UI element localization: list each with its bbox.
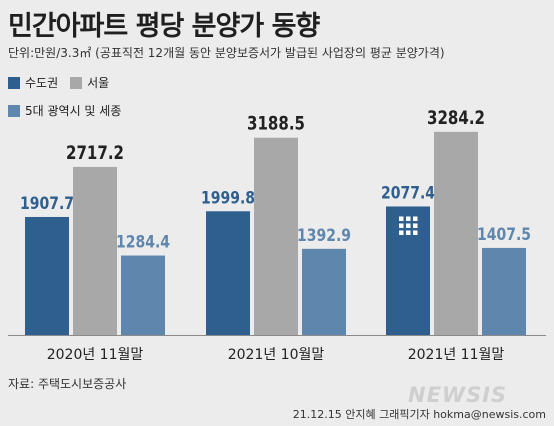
value-label-seoul-2020-11: 2717.2	[66, 142, 124, 164]
value-label-metro-2020-11: 1284.4	[116, 233, 170, 253]
building-icon-window	[413, 216, 418, 221]
credit-line: 21.12.15 안지혜 그래픽기자 hokma@newsis.com	[292, 408, 546, 421]
legend-item-metro: 5대 광역시 및 세종	[8, 102, 121, 119]
legend-item-seoul: 서울	[70, 74, 109, 91]
value-label-metro-2021-10: 1392.9	[297, 226, 351, 246]
building-icon-window	[413, 223, 418, 228]
value-label-seoul-2021-11: 3284.2	[427, 107, 485, 129]
chart-title: 민간아파트 평당 분양가 동향	[8, 11, 320, 42]
value-label-capital-2021-10: 1999.8	[201, 188, 255, 208]
legend-row-1: 수도권 서울	[8, 74, 121, 91]
unit-note: 단위:만원/3.3㎡ (공표직전 12개월 동안 분양보증서가 발급된 사업장의…	[8, 46, 445, 60]
newsis-watermark: NEWSIS	[408, 383, 508, 407]
building-icon	[399, 216, 418, 235]
category-label-2021-11: 2021년 11월말	[408, 347, 505, 363]
source-note: 자료: 주택도시보증공사	[8, 377, 127, 391]
bar-seoul-2020-11	[73, 166, 117, 335]
building-icon-window	[399, 223, 404, 228]
value-label-seoul-2021-10: 3188.5	[247, 113, 305, 135]
building-icon-window	[399, 216, 404, 221]
value-label-capital-2021-11: 2077.4	[381, 183, 435, 203]
value-label-metro-2021-11: 1407.5	[477, 225, 531, 245]
legend-item-capital: 수도권	[8, 74, 58, 91]
legend-swatch-seoul	[70, 76, 83, 89]
building-icon-window	[413, 230, 418, 235]
legend-row-2: 5대 광역시 및 세종	[8, 102, 133, 119]
bar-metro-2021-10	[302, 248, 346, 335]
building-icon-window	[406, 216, 411, 221]
building-icon-window	[399, 230, 404, 235]
building-icon-window	[406, 230, 411, 235]
category-label-2020-11: 2020년 11월말	[47, 347, 144, 363]
category-label-2021-10: 2021년 10월말	[228, 347, 325, 363]
value-label-capital-2020-11: 1907.7	[20, 194, 74, 214]
legend-label-capital: 수도권	[25, 76, 59, 90]
legend-label-metro: 5대 광역시 및 세종	[25, 104, 122, 118]
bar-metro-2021-11	[482, 247, 526, 335]
bar-seoul-2021-10	[254, 137, 298, 335]
bar-metro-2020-11	[121, 255, 165, 335]
legend-label-seoul: 서울	[87, 76, 110, 90]
legend-swatch-metro	[8, 104, 20, 117]
bar-seoul-2021-11	[434, 131, 478, 335]
legend-swatch-capital	[8, 76, 20, 89]
building-icon-window	[406, 223, 411, 228]
bar-capital-2021-10	[206, 211, 250, 335]
bar-capital-2020-11	[25, 216, 69, 335]
